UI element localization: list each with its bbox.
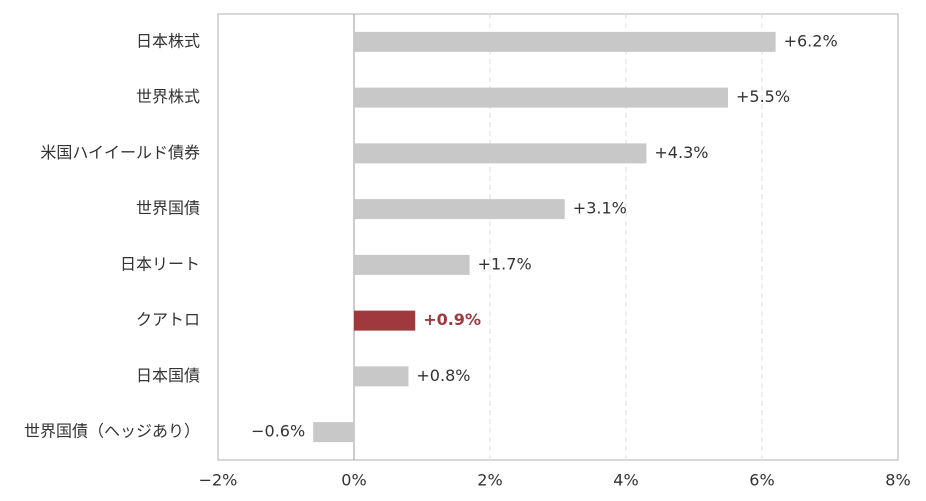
bar <box>354 254 470 275</box>
category-label: 日本国債 <box>136 366 200 385</box>
category-label: 日本株式 <box>136 31 200 50</box>
value-label: +1.7% <box>478 254 532 273</box>
value-label: +3.1% <box>573 199 627 218</box>
bar <box>354 199 565 220</box>
bar <box>313 422 354 443</box>
category-label: クアトロ <box>136 310 200 329</box>
category-label: 世界株式 <box>136 87 200 106</box>
plot-frame <box>217 13 899 461</box>
value-label: +5.5% <box>736 87 790 106</box>
category-label: 世界国債（ヘッジあり） <box>24 422 200 441</box>
x-tick-label: 2% <box>477 471 502 490</box>
value-label: +0.9% <box>423 310 481 329</box>
value-label: +6.2% <box>784 31 838 50</box>
category-label: 世界国債 <box>136 199 200 218</box>
x-tick-label: 6% <box>749 471 774 490</box>
bar <box>354 366 409 387</box>
bar <box>354 87 728 108</box>
x-tick-label: 4% <box>613 471 638 490</box>
value-label: +0.8% <box>416 366 470 385</box>
x-tick-label: 0% <box>341 471 366 490</box>
category-label: 米国ハイイールド債券 <box>40 143 200 162</box>
bar <box>354 143 647 164</box>
bar <box>354 31 776 52</box>
x-tick-label: −2% <box>199 471 238 490</box>
value-label: −0.6% <box>251 422 305 441</box>
x-tick-label: 8% <box>885 471 910 490</box>
category-label: 日本リート <box>120 254 200 273</box>
value-label: +4.3% <box>654 143 708 162</box>
bar <box>354 310 416 331</box>
